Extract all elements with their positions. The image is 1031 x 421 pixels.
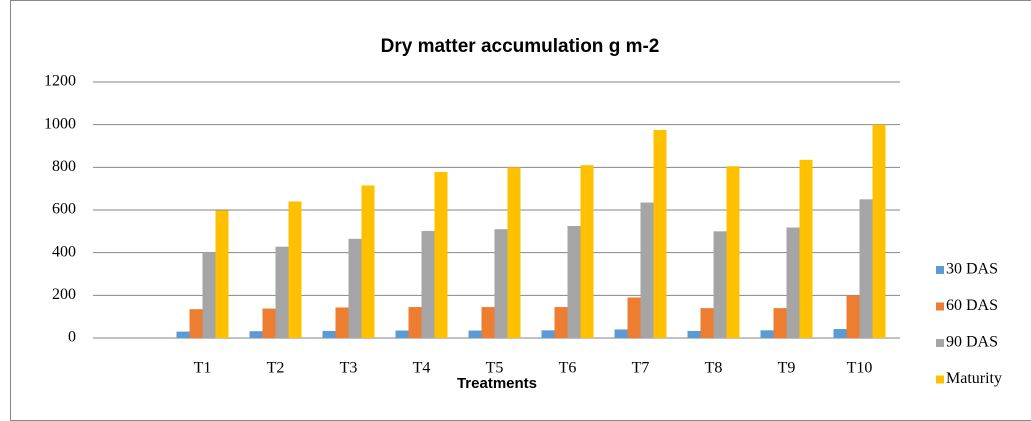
bar (627, 297, 641, 338)
bar (640, 202, 654, 338)
bar (494, 229, 508, 338)
legend-label: 60 DAS (946, 297, 998, 314)
bar (554, 307, 568, 338)
bar (468, 330, 482, 338)
bar (859, 199, 873, 338)
bar (507, 167, 521, 338)
x-tick-label: T4 (413, 360, 431, 377)
y-tick-label: 1200 (44, 73, 76, 90)
bar (872, 124, 886, 339)
legend-swatch (936, 266, 944, 274)
bar (773, 308, 787, 338)
y-tick-label: 200 (52, 286, 76, 303)
bar (322, 330, 336, 338)
y-tick-label: 600 (52, 201, 76, 218)
bar (687, 330, 701, 338)
bar (215, 210, 229, 338)
bar (653, 130, 667, 338)
bar (541, 330, 555, 338)
x-tick-label: T5 (486, 360, 504, 377)
bar (580, 165, 594, 338)
bar (760, 330, 774, 338)
x-tick-label: T8 (705, 360, 723, 377)
bar (567, 226, 581, 338)
bar (348, 238, 362, 338)
legend-label: Maturity (946, 370, 1002, 387)
bar (335, 307, 349, 338)
x-tick-label: T2 (267, 360, 285, 377)
bar (713, 231, 727, 338)
bar (395, 330, 409, 338)
x-tick-label: T6 (559, 360, 577, 377)
bar (481, 307, 495, 338)
x-tick-label: T7 (632, 360, 650, 377)
x-tick-label: T3 (340, 360, 358, 377)
y-tick-label: 400 (52, 243, 76, 260)
bar (361, 185, 375, 338)
bar (700, 308, 714, 338)
bar (262, 308, 276, 338)
bar (408, 307, 422, 338)
legend-swatch (936, 375, 944, 384)
bar (726, 166, 740, 338)
bar (176, 331, 190, 338)
bar (202, 252, 216, 338)
bar (614, 329, 628, 338)
x-tick-label: T9 (778, 360, 796, 377)
y-tick-label: 1000 (44, 115, 76, 132)
bar (421, 230, 435, 338)
bar (833, 329, 847, 338)
bar (846, 295, 860, 338)
bar (275, 246, 289, 338)
y-tick-label: 800 (52, 158, 76, 175)
bar (288, 201, 302, 338)
chart-title: Dry matter accumulation g m-2 (381, 36, 660, 57)
x-tick-label: T10 (847, 360, 873, 377)
bar (189, 309, 203, 338)
legend-label: 90 DAS (946, 334, 998, 351)
legend-swatch (936, 302, 944, 311)
bar (786, 227, 800, 338)
x-axis-title: Treatments (457, 375, 537, 392)
y-tick-label: 0 (68, 329, 76, 346)
bar (799, 159, 813, 338)
legend-swatch (936, 339, 944, 347)
legend-label: 30 DAS (946, 261, 998, 278)
bar (249, 331, 263, 338)
bar (434, 172, 448, 338)
x-tick-label: T1 (194, 360, 212, 377)
